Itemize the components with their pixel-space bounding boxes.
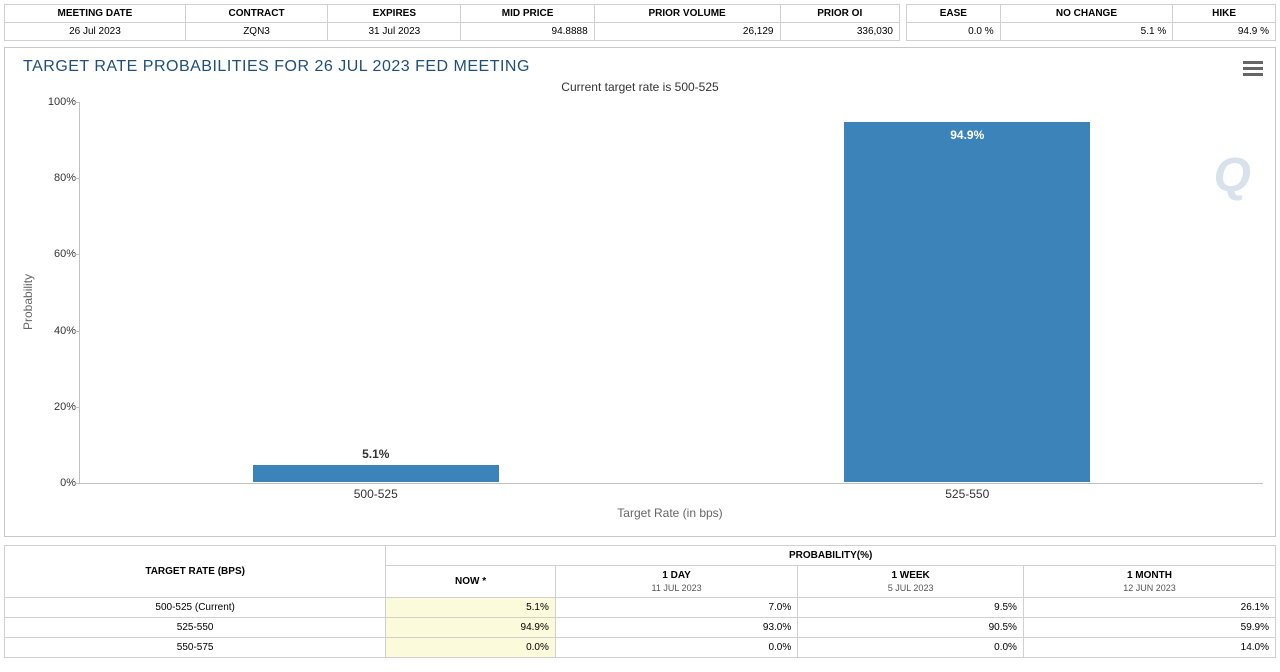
bar-value-label: 94.9% xyxy=(844,128,1090,142)
plot-wrap: Probability 5.1%500-52594.9%525-550 0%20… xyxy=(17,102,1263,502)
x-axis-label: Target Rate (in bps) xyxy=(77,506,1263,520)
cell-target-rate: 525-550 xyxy=(5,618,386,638)
cell-probability: 59.9% xyxy=(1023,618,1275,638)
y-tick: 60% xyxy=(38,248,76,260)
chart-title: TARGET RATE PROBABILITIES FOR 26 JUL 202… xyxy=(23,58,1263,76)
cell-probability: 0.0% xyxy=(386,638,556,658)
cell-mid-price: 94.8888 xyxy=(461,23,594,41)
cell-probability: 14.0% xyxy=(1023,638,1275,658)
table-row: 500-525 (Current)5.1%7.0%9.5%26.1% xyxy=(5,598,1276,618)
cell-probability: 5.1% xyxy=(386,598,556,618)
cell-probability: 90.5% xyxy=(798,618,1024,638)
plot-area: 5.1%500-52594.9%525-550 0%20%40%60%80%10… xyxy=(79,102,1263,484)
table-row: 0.0 % 5.1 % 94.9 % xyxy=(907,23,1276,41)
bar-slot: 94.9%525-550 xyxy=(672,102,1264,483)
table-row: 525-55094.9%93.0%90.5%59.9% xyxy=(5,618,1276,638)
th-period: 1 WEEK5 JUL 2023 xyxy=(798,566,1024,598)
chart-menu-icon[interactable] xyxy=(1243,58,1263,79)
cell-target-rate: 500-525 (Current) xyxy=(5,598,386,618)
cell-probability: 93.0% xyxy=(555,618,797,638)
bar-slot: 5.1%500-525 xyxy=(80,102,672,483)
probability-summary-table: EASE NO CHANGE HIKE 0.0 % 5.1 % 94.9 % xyxy=(906,4,1276,41)
cell-probability: 0.0% xyxy=(798,638,1024,658)
y-tick: 80% xyxy=(38,172,76,184)
cell-no-change: 5.1 % xyxy=(1000,23,1173,41)
th-period: NOW * xyxy=(386,566,556,598)
y-tick: 100% xyxy=(38,96,76,108)
cell-target-rate: 550-575 xyxy=(5,638,386,658)
cell-probability: 26.1% xyxy=(1023,598,1275,618)
cell-expires: 31 Jul 2023 xyxy=(328,23,461,41)
th-target-rate: TARGET RATE (BPS) xyxy=(5,546,386,598)
th-expires: EXPIRES xyxy=(328,5,461,23)
chart-subtitle: Current target rate is 500-525 xyxy=(17,80,1263,94)
y-tick: 0% xyxy=(38,477,76,489)
cell-contract: ZQN3 xyxy=(185,23,327,41)
cell-prior-oi: 336,030 xyxy=(780,23,900,41)
contract-table: MEETING DATE CONTRACT EXPIRES MID PRICE … xyxy=(4,4,900,41)
cell-probability: 94.9% xyxy=(386,618,556,638)
x-tick: 525-550 xyxy=(672,487,1264,501)
th-probability-group: PROBABILITY(%) xyxy=(386,546,1276,566)
y-tick: 40% xyxy=(38,325,76,337)
cell-prior-volume: 26,129 xyxy=(594,23,780,41)
th-meeting-date: MEETING DATE xyxy=(5,5,186,23)
bar[interactable]: 5.1% xyxy=(252,464,500,483)
table-row: 550-5750.0%0.0%0.0%14.0% xyxy=(5,638,1276,658)
th-contract: CONTRACT xyxy=(185,5,327,23)
th-no-change: NO CHANGE xyxy=(1000,5,1173,23)
y-axis-label: Probability xyxy=(17,102,39,502)
cell-probability: 7.0% xyxy=(555,598,797,618)
cell-hike: 94.9 % xyxy=(1173,23,1276,41)
th-period: 1 DAY11 JUL 2023 xyxy=(555,566,797,598)
cell-meeting-date: 26 Jul 2023 xyxy=(5,23,186,41)
cell-probability: 9.5% xyxy=(798,598,1024,618)
chart-panel: TARGET RATE PROBABILITIES FOR 26 JUL 202… xyxy=(4,47,1276,537)
th-prior-oi: PRIOR OI xyxy=(780,5,900,23)
cell-probability: 0.0% xyxy=(555,638,797,658)
th-hike: HIKE xyxy=(1173,5,1276,23)
bars-container: 5.1%500-52594.9%525-550 xyxy=(80,102,1263,483)
y-tick: 20% xyxy=(38,401,76,413)
top-summary-row: MEETING DATE CONTRACT EXPIRES MID PRICE … xyxy=(4,4,1276,41)
th-ease: EASE xyxy=(907,5,1001,23)
history-table: TARGET RATE (BPS) PROBABILITY(%) NOW *1 … xyxy=(4,545,1276,658)
x-tick: 500-525 xyxy=(80,487,672,501)
cell-ease: 0.0 % xyxy=(907,23,1001,41)
table-row: 26 Jul 2023 ZQN3 31 Jul 2023 94.8888 26,… xyxy=(5,23,900,41)
bar[interactable]: 94.9% xyxy=(843,121,1091,483)
th-period: 1 MONTH12 JUN 2023 xyxy=(1023,566,1275,598)
th-mid-price: MID PRICE xyxy=(461,5,594,23)
th-prior-volume: PRIOR VOLUME xyxy=(594,5,780,23)
bar-value-label: 5.1% xyxy=(253,447,499,461)
